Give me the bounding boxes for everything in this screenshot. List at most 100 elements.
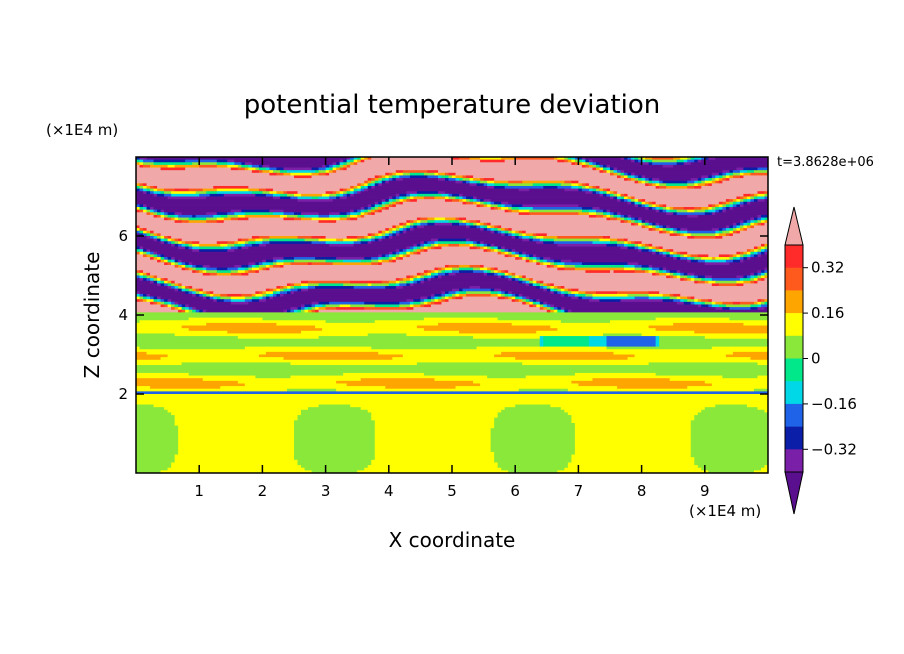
- heatmap-cell: [680, 230, 688, 234]
- heatmap-cell: [381, 178, 386, 182]
- heatmap-cell: [213, 299, 218, 303]
- heatmap-cell: [725, 178, 730, 182]
- heatmap-cell: [143, 230, 148, 234]
- heatmap-cell: [388, 280, 397, 284]
- heatmap-cell: [687, 386, 768, 390]
- heatmap-cell: [729, 257, 734, 261]
- heatmap-cell: [136, 428, 179, 432]
- heatmap-cell: [357, 470, 509, 473]
- heatmap-cell: [648, 291, 660, 295]
- heatmap-cell: [136, 254, 144, 258]
- heatmap-cell: [360, 241, 369, 245]
- heatmap-cell: [490, 444, 576, 448]
- heatmap-cell: [409, 275, 414, 279]
- heatmap-cell: [627, 220, 632, 224]
- heatmap-cell: [441, 175, 450, 179]
- heatmap-cell: [501, 251, 506, 256]
- heatmap-cell: [659, 207, 664, 211]
- heatmap-cell: [322, 164, 327, 169]
- heatmap-cell: [704, 183, 709, 187]
- heatmap-cell: [441, 299, 446, 303]
- heatmap-cell: [146, 249, 151, 253]
- heatmap-cell: [543, 241, 555, 245]
- heatmap-cell: [315, 257, 337, 261]
- heatmap-cell: [715, 301, 723, 306]
- heatmap-cell: [708, 254, 720, 258]
- colorbar-extend-low: [784, 471, 804, 515]
- heatmap-cell: [694, 459, 768, 464]
- heatmap-cell: [669, 254, 674, 258]
- heatmap-cell: [497, 272, 502, 277]
- heatmap-cell: [673, 257, 678, 261]
- heatmap-cell: [729, 172, 734, 177]
- heatmap-cell: [423, 225, 467, 229]
- heatmap-cell: [402, 201, 464, 205]
- heatmap-cell: [143, 275, 148, 279]
- heatmap-cell: [739, 301, 755, 306]
- heatmap-cell: [381, 280, 390, 284]
- heatmap-cell: [473, 243, 478, 248]
- heatmap-cell: [669, 378, 768, 382]
- heatmap-cell: [157, 254, 162, 258]
- heatmap-cell: [227, 164, 239, 169]
- heatmap-cell: [508, 275, 513, 279]
- heatmap-cell: [539, 336, 544, 340]
- heatmap-cell: [143, 293, 148, 298]
- heatmap-cell: [557, 328, 657, 332]
- heatmap-cell: [497, 415, 572, 419]
- heatmap-cell: [746, 249, 752, 253]
- heatmap-cell: [297, 309, 302, 313]
- heatmap-cell: [764, 307, 768, 311]
- heatmap-cell: [174, 241, 179, 245]
- heatmap-cell: [746, 257, 752, 261]
- heatmap-cell: [504, 228, 509, 232]
- heatmap-cell: [750, 280, 755, 284]
- heatmap-cell: [701, 157, 706, 161]
- heatmap-cell: [371, 233, 376, 237]
- heatmap-cell: [711, 183, 768, 187]
- heatmap-cell: [515, 236, 520, 240]
- heatmap-cell: [676, 233, 681, 237]
- heatmap-cell: [631, 220, 636, 224]
- heatmap-cell: [508, 270, 587, 274]
- heatmap-cell: [153, 275, 158, 279]
- heatmap-cell: [146, 236, 151, 240]
- heatmap-cell: [406, 196, 411, 200]
- heatmap-cell: [687, 257, 692, 261]
- heatmap-cell: [522, 230, 527, 234]
- heatmap-cell: [385, 386, 457, 390]
- heatmap-cell: [395, 196, 400, 200]
- heatmap-cell: [255, 238, 263, 242]
- heatmap-cell: [294, 454, 376, 458]
- heatmap-cell: [157, 280, 162, 284]
- heatmap-cell: [536, 233, 548, 237]
- heatmap-cell: [466, 199, 471, 203]
- heatmap-cell: [339, 159, 344, 163]
- heatmap-cell: [592, 207, 601, 211]
- heatmap-cell: [588, 336, 608, 340]
- heatmap-cell: [631, 199, 636, 203]
- heatmap-cell: [662, 180, 688, 184]
- heatmap-cell: [743, 259, 768, 263]
- heatmap-cell: [136, 454, 176, 458]
- heatmap-cell: [743, 225, 748, 229]
- heatmap-cell: [462, 175, 467, 179]
- heatmap-cell: [143, 246, 179, 250]
- heatmap-cell: [494, 422, 576, 427]
- heatmap-cell: [150, 191, 155, 195]
- heatmap-cell: [497, 225, 502, 229]
- heatmap-cell: [181, 243, 186, 248]
- heatmap-cell: [662, 246, 755, 250]
- heatmap-cell: [136, 264, 176, 269]
- heatmap-cell: [255, 375, 292, 379]
- heatmap-cell: [490, 291, 499, 295]
- heatmap-cell: [680, 293, 768, 298]
- heatmap-cell: [652, 183, 657, 187]
- heatmap-cell: [385, 201, 390, 205]
- heatmap-cell: [599, 207, 646, 211]
- heatmap-cell: [757, 249, 762, 253]
- heatmap-cell: [673, 293, 681, 298]
- heatmap-cell: [659, 222, 734, 227]
- heatmap-cell: [459, 330, 537, 335]
- heatmap-cell: [381, 230, 386, 234]
